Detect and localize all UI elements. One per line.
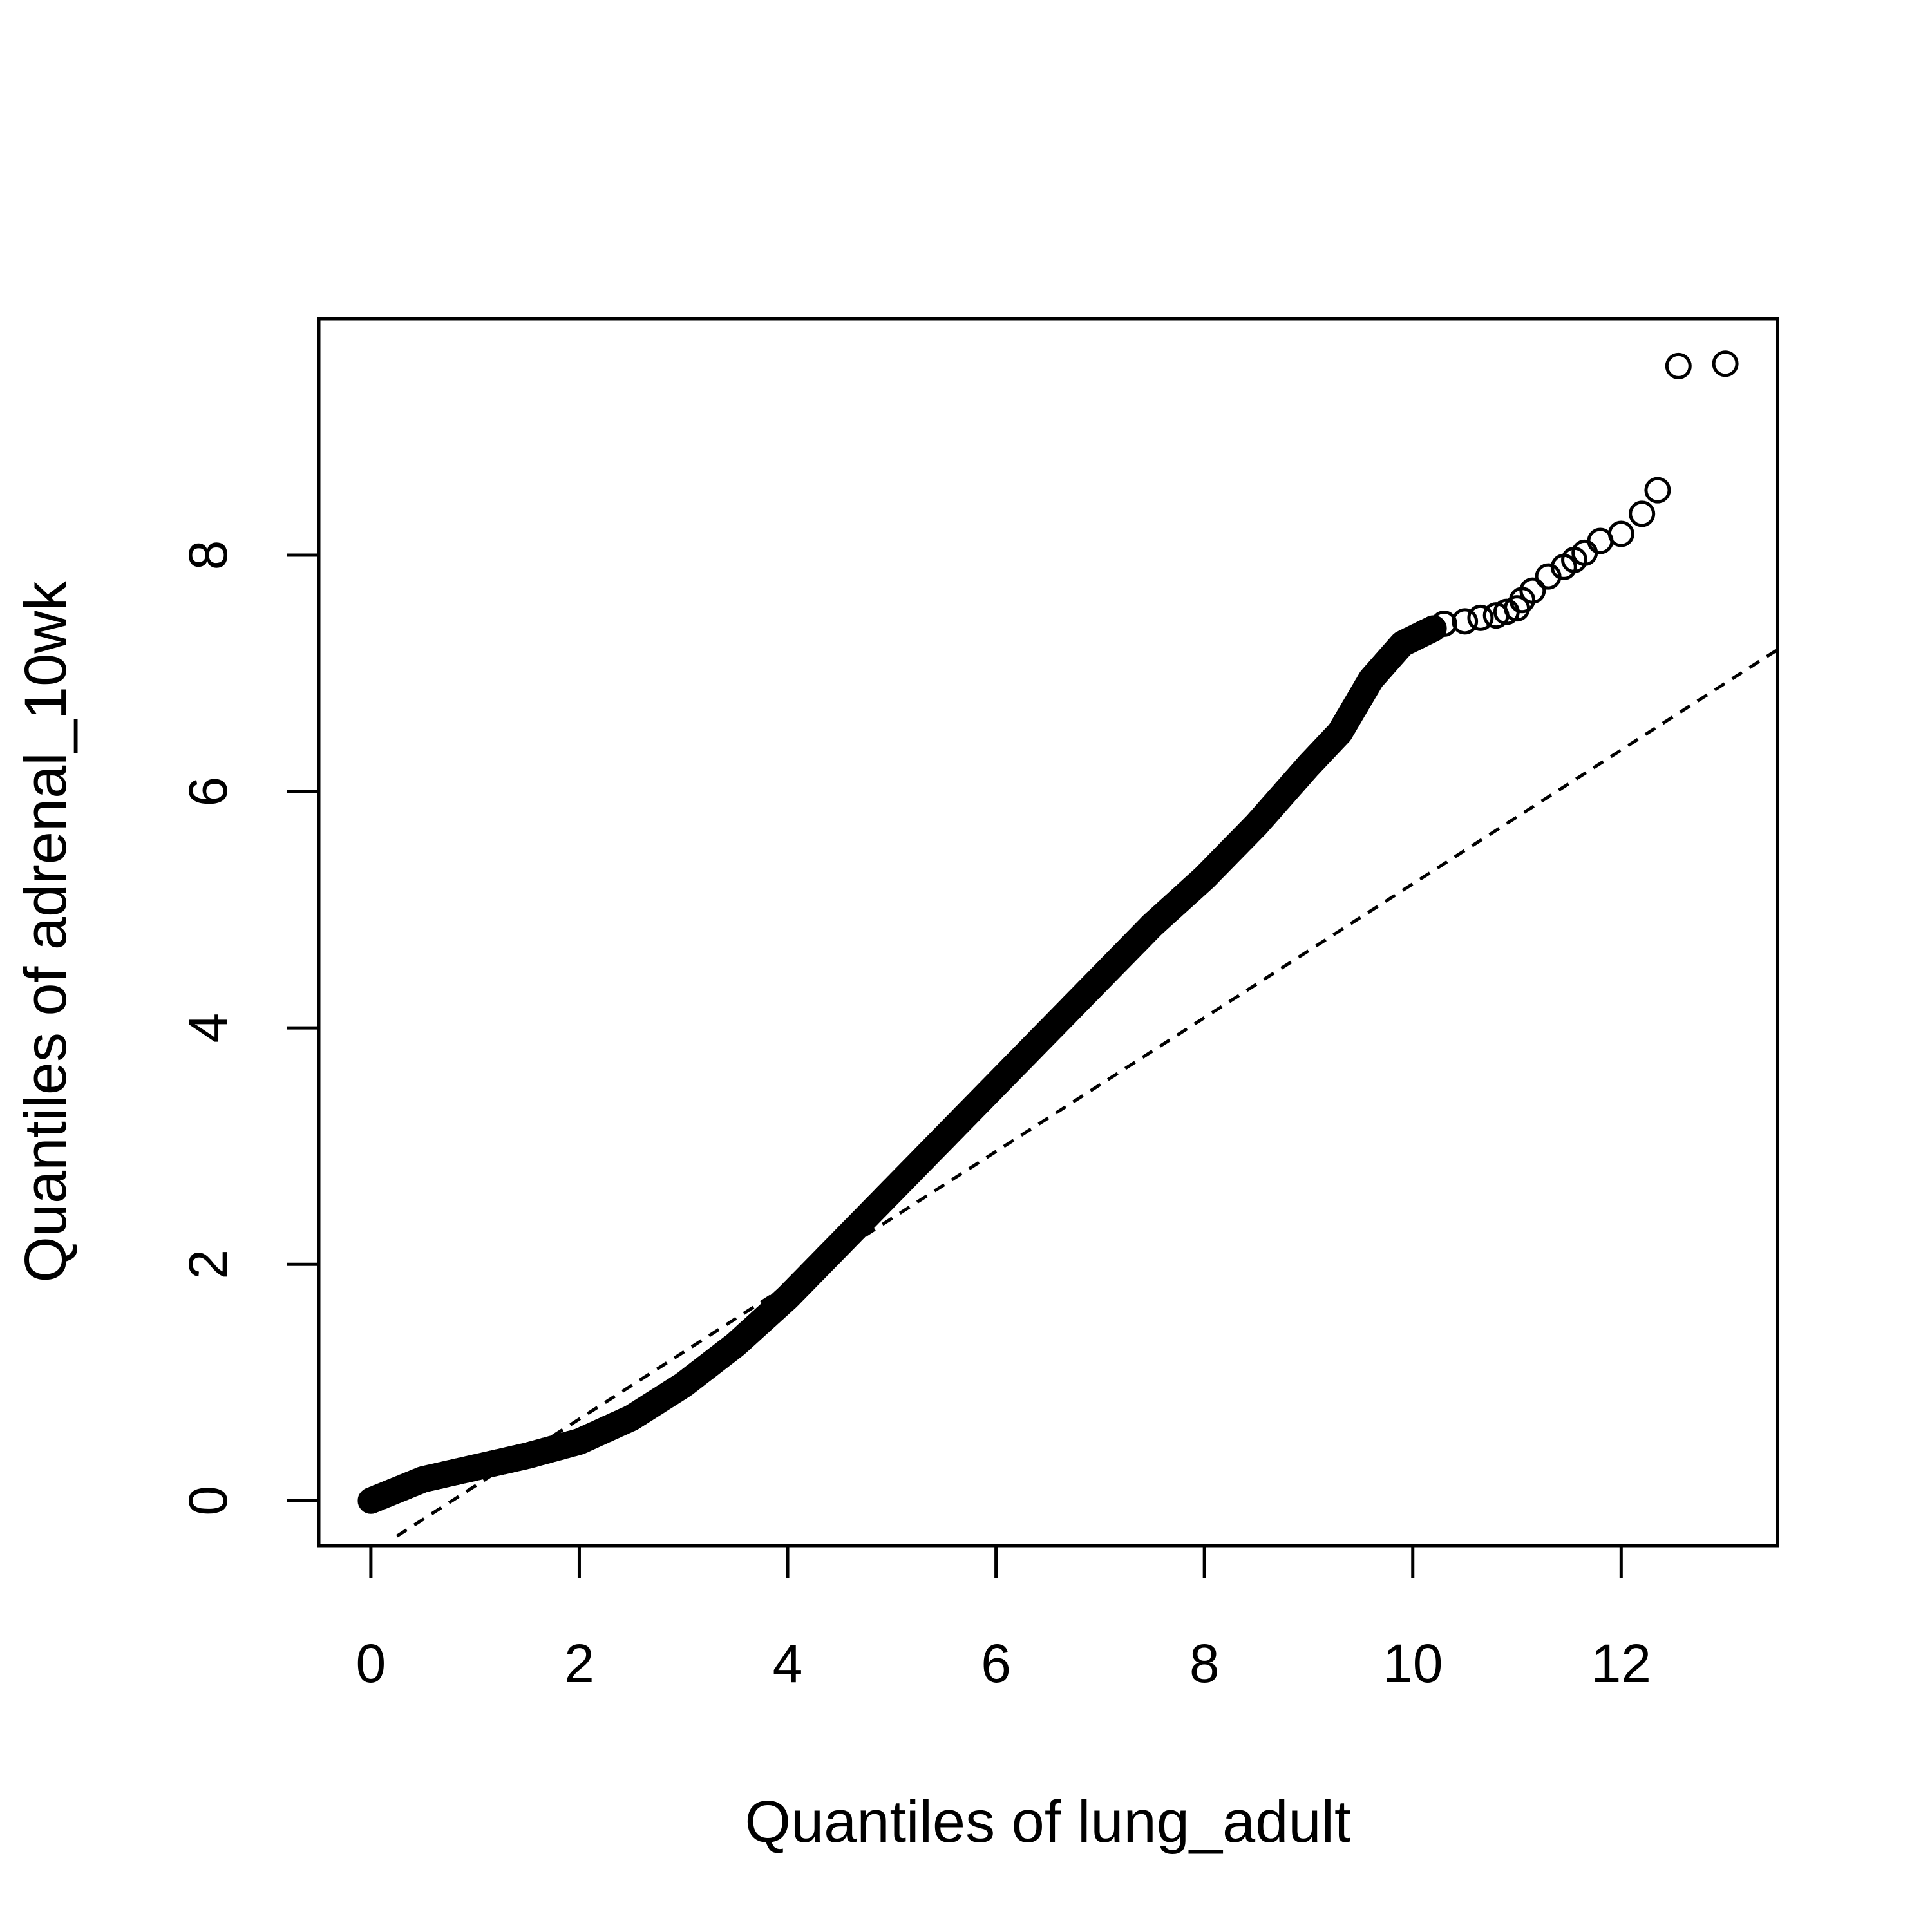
y-tick-label: 8 — [178, 540, 238, 571]
x-tick-label: 10 — [1383, 1633, 1443, 1694]
y-axis: 0 2 4 6 8 — [178, 540, 321, 1516]
data-point — [1665, 352, 1692, 379]
x-tick-label: 4 — [773, 1633, 803, 1694]
data-point — [1467, 604, 1494, 631]
x-tick-label: 2 — [564, 1633, 594, 1694]
x-tick-label: 0 — [356, 1633, 386, 1694]
reference-line — [395, 648, 1777, 1538]
data-point — [1519, 577, 1546, 604]
x-tick-label: 6 — [981, 1633, 1011, 1694]
x-tick-label: 8 — [1189, 1633, 1220, 1694]
data-point — [1452, 608, 1479, 635]
data-point — [1607, 520, 1634, 547]
data-point — [1712, 350, 1739, 377]
x-axis-label: Quantiles of lung_adult — [744, 1789, 1350, 1855]
y-tick-label: 0 — [178, 1486, 238, 1516]
data-point — [1629, 500, 1656, 527]
y-axis-label: Quantiles of adrenal_10wk — [13, 580, 79, 1282]
plot-frame — [317, 317, 1779, 1548]
x-tick-label: 12 — [1591, 1633, 1651, 1694]
data-point — [1430, 610, 1457, 637]
x-axis: 0 2 4 6 8 10 12 — [356, 1544, 1651, 1694]
y-tick-label: 2 — [178, 1249, 238, 1280]
y-tick-label: 6 — [178, 777, 238, 807]
data-point — [1644, 477, 1671, 504]
y-tick-label: 4 — [178, 1013, 238, 1043]
